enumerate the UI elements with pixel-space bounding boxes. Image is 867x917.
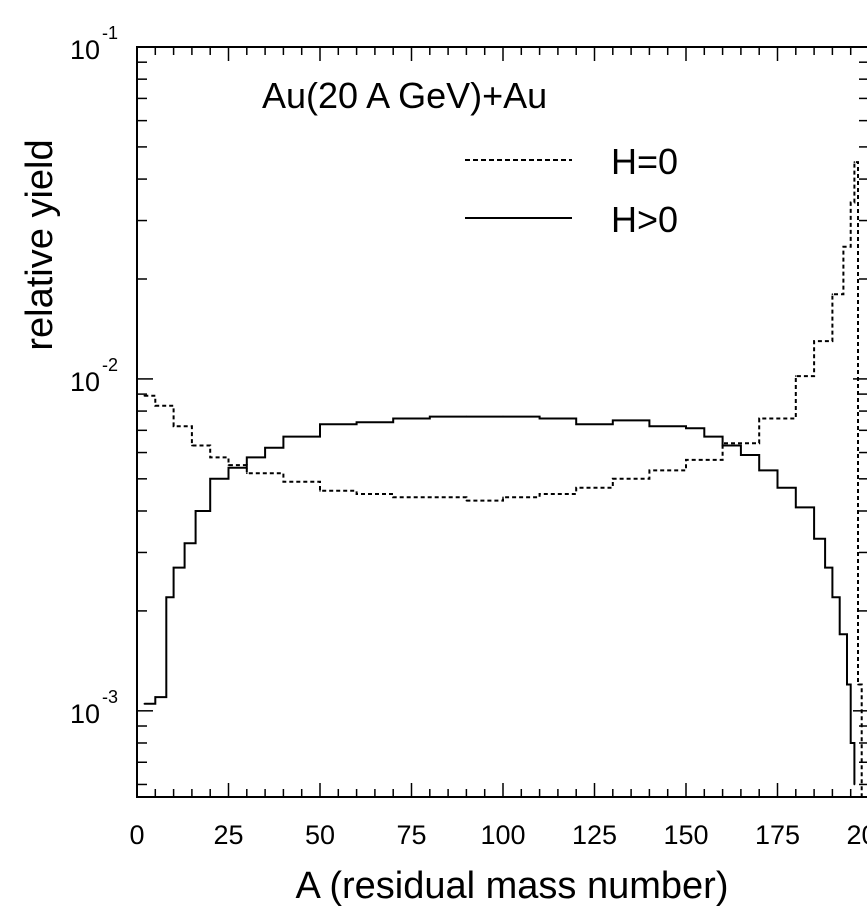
data-point-h0 bbox=[172, 425, 175, 428]
data-point-h0 bbox=[538, 493, 541, 495]
legend-label-hpos: H>0 bbox=[611, 199, 678, 240]
data-point-hpos bbox=[853, 783, 856, 786]
chart-title: Au(20 A GeV)+Au bbox=[262, 75, 547, 116]
x-tick-label: 175 bbox=[755, 820, 800, 850]
data-point-hpos bbox=[154, 696, 157, 698]
y-axis-title: relative yield bbox=[19, 139, 61, 350]
data-point-hpos bbox=[183, 542, 186, 544]
x-tick-label: 150 bbox=[663, 820, 708, 850]
data-point-hpos bbox=[795, 506, 797, 509]
series-layer bbox=[143, 161, 863, 798]
data-point-hpos bbox=[429, 415, 431, 418]
data-point-hpos bbox=[831, 596, 834, 598]
data-point-h0 bbox=[355, 493, 358, 495]
data-point-h0 bbox=[502, 496, 504, 499]
data-point-h0 bbox=[575, 486, 577, 489]
y-tick-label-base: 10 bbox=[70, 367, 100, 397]
x-tick-label: 50 bbox=[305, 820, 335, 850]
data-point-h0 bbox=[209, 456, 211, 459]
data-point-h0 bbox=[857, 683, 859, 686]
data-point-hpos bbox=[502, 415, 504, 418]
data-point-hpos bbox=[246, 456, 248, 459]
data-point-h0 bbox=[612, 478, 614, 480]
data-point-h0 bbox=[853, 161, 856, 163]
data-point-hpos bbox=[740, 454, 742, 456]
data-point-h0 bbox=[842, 246, 845, 248]
data-point-hpos bbox=[648, 425, 651, 428]
data-point-h0 bbox=[154, 404, 157, 407]
data-point-hpos bbox=[282, 435, 285, 438]
data-point-h0 bbox=[849, 201, 852, 204]
x-tick-label: 25 bbox=[213, 820, 243, 850]
data-point-hpos bbox=[776, 486, 779, 489]
data-point-h0 bbox=[831, 293, 834, 295]
data-point-hpos bbox=[703, 435, 706, 438]
data-point-hpos bbox=[194, 510, 197, 512]
axis-ticks: 025507510012515017520010-110-210-3 bbox=[70, 23, 867, 850]
data-point-hpos bbox=[465, 415, 468, 418]
data-point-hpos bbox=[538, 417, 541, 420]
data-point-hpos bbox=[813, 537, 815, 540]
data-point-h0 bbox=[191, 444, 193, 447]
data-point-hpos bbox=[758, 469, 760, 472]
data-point-hpos bbox=[209, 478, 211, 480]
data-point-h0 bbox=[246, 472, 248, 474]
legend: H=0 H>0 bbox=[465, 141, 678, 240]
data-point-hpos bbox=[392, 417, 395, 420]
y-tick-label-base: 10 bbox=[70, 699, 100, 729]
data-point-hpos bbox=[846, 683, 848, 686]
data-point-h0 bbox=[465, 499, 468, 502]
data-point-h0 bbox=[685, 459, 687, 461]
data-point-hpos bbox=[165, 596, 168, 598]
data-point-hpos bbox=[227, 466, 230, 469]
data-point-hpos bbox=[612, 419, 614, 422]
data-point-hpos bbox=[264, 447, 266, 449]
y-tick-label-base: 10 bbox=[70, 35, 100, 65]
data-point-h0 bbox=[860, 796, 863, 798]
x-tick-label: 100 bbox=[480, 820, 525, 850]
series-line-h0 bbox=[144, 161, 863, 797]
data-point-hpos bbox=[685, 427, 687, 430]
x-tick-label: 75 bbox=[396, 820, 426, 850]
x-tick-label: 0 bbox=[129, 820, 144, 850]
x-tick-label: 125 bbox=[572, 820, 617, 850]
data-point-h0 bbox=[795, 375, 797, 377]
series-line-hpos bbox=[144, 415, 856, 785]
data-point-h0 bbox=[429, 496, 431, 499]
data-point-h0 bbox=[282, 480, 285, 483]
y-tick-label-exponent: -2 bbox=[102, 355, 118, 375]
data-point-hpos bbox=[575, 423, 577, 426]
data-point-hpos bbox=[143, 702, 146, 705]
data-point-hpos bbox=[721, 444, 724, 447]
data-point-hpos bbox=[355, 421, 358, 424]
y-tick-label-exponent: -1 bbox=[102, 23, 118, 43]
x-tick-label: 200 bbox=[846, 820, 867, 850]
data-point-h0 bbox=[758, 417, 760, 420]
data-point-hpos bbox=[824, 566, 826, 569]
data-point-h0 bbox=[319, 490, 321, 492]
data-point-hpos bbox=[319, 423, 321, 426]
data-point-h0 bbox=[648, 469, 651, 472]
data-point-h0 bbox=[227, 464, 230, 466]
data-point-hpos bbox=[172, 566, 175, 569]
data-point-hpos bbox=[838, 633, 841, 636]
legend-label-h0: H=0 bbox=[611, 141, 678, 182]
data-point-h0 bbox=[392, 496, 395, 499]
data-point-hpos bbox=[849, 742, 852, 744]
data-point-h0 bbox=[143, 394, 146, 397]
x-axis-title: A (residual mass number) bbox=[296, 865, 729, 907]
data-point-h0 bbox=[813, 340, 815, 342]
y-tick-label-exponent: -3 bbox=[102, 687, 118, 707]
